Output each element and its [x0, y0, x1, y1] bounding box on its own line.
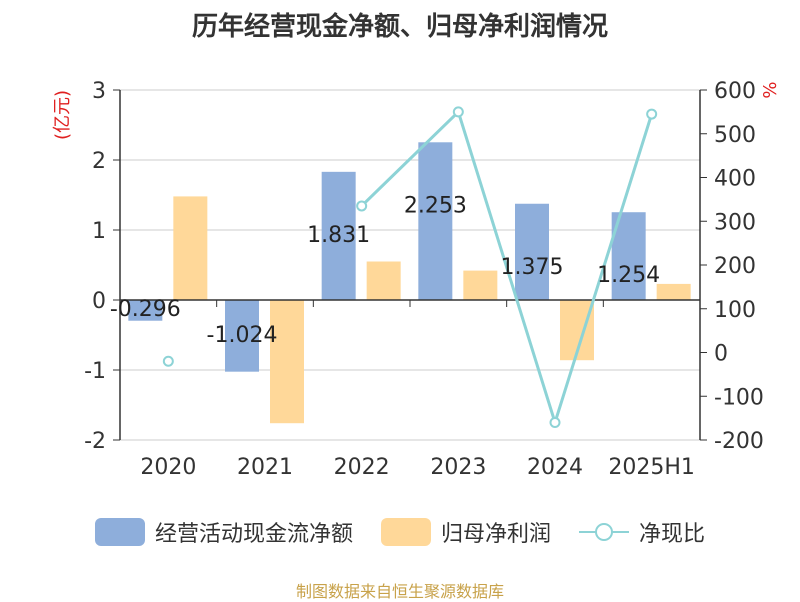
legend-line-icon: [579, 523, 629, 541]
left-tick-label: -2: [84, 429, 106, 454]
bar-cash: [128, 300, 163, 321]
x-tick-label: 2023: [430, 455, 486, 480]
left-axis-unit-label: (亿元): [52, 90, 73, 140]
x-tick-label: 2021: [237, 455, 293, 480]
bar-profit: [366, 261, 401, 300]
legend-swatch-cash: [94, 518, 145, 546]
right-tick-label: -100: [714, 385, 764, 410]
legend: 经营活动现金流净额 归母净利润 净现比: [0, 516, 800, 548]
ratio-point: [356, 200, 368, 212]
legend-label-profit: 归母净利润: [440, 522, 551, 547]
right-tick-label: 600: [714, 79, 756, 104]
left-tick-label: 2: [92, 149, 106, 174]
bar-cash: [418, 142, 453, 300]
left-tick-label: 3: [92, 79, 106, 104]
ratio-point: [452, 106, 464, 118]
ratio-point: [162, 355, 174, 367]
right-tick-label: 0: [714, 342, 728, 367]
bar-profit: [270, 300, 304, 424]
x-tick-label: 2024: [527, 455, 583, 480]
legend-item-profit[interactable]: 归母净利润: [380, 516, 551, 548]
bar-profit: [463, 270, 498, 300]
legend-label-cash: 经营活动现金流净额: [154, 522, 353, 547]
bar-data-label: 1.375: [501, 255, 564, 280]
right-tick-label: 300: [714, 210, 756, 235]
right-tick-label: 200: [714, 254, 756, 279]
x-tick-label: 2020: [140, 455, 196, 480]
right-tick-label: 400: [714, 167, 756, 192]
bar-cash: [225, 300, 259, 372]
bar-data-label: -0.296: [110, 297, 181, 322]
legend-label-ratio: 净现比: [639, 522, 706, 547]
bar-profit: [656, 283, 691, 300]
left-tick-label: 0: [92, 289, 106, 314]
chart-title: 历年经营现金净额、归母净利润情况: [191, 12, 608, 42]
left-tick-label: 1: [92, 219, 106, 244]
right-axis-unit-label: %: [760, 81, 781, 98]
x-tick-label: 2025H1: [608, 455, 695, 480]
bar-cash: [321, 171, 356, 300]
right-tick-label: -200: [714, 429, 764, 454]
legend-item-cash[interactable]: 经营活动现金流净额: [94, 516, 353, 548]
right-tick-label: 500: [714, 123, 756, 148]
bar-data-label: 1.831: [307, 223, 370, 248]
bar-profit: [173, 196, 208, 300]
right-tick-label: 100: [714, 298, 756, 323]
left-tick-label: -1: [84, 359, 106, 384]
bar-cash: [515, 203, 549, 300]
ratio-point: [549, 417, 561, 428]
legend-swatch-profit: [380, 518, 431, 546]
bar-data-label: 2.253: [404, 193, 467, 218]
bar-data-label: -1.024: [207, 323, 278, 348]
ratio-point: [646, 108, 658, 120]
data-source: 制图数据来自恒生聚源数据库: [295, 582, 504, 601]
bar-data-label: 1.254: [597, 263, 660, 288]
legend-item-ratio[interactable]: 净现比: [579, 516, 705, 548]
ratio-line: [360, 109, 654, 428]
x-tick-label: 2022: [334, 455, 390, 480]
